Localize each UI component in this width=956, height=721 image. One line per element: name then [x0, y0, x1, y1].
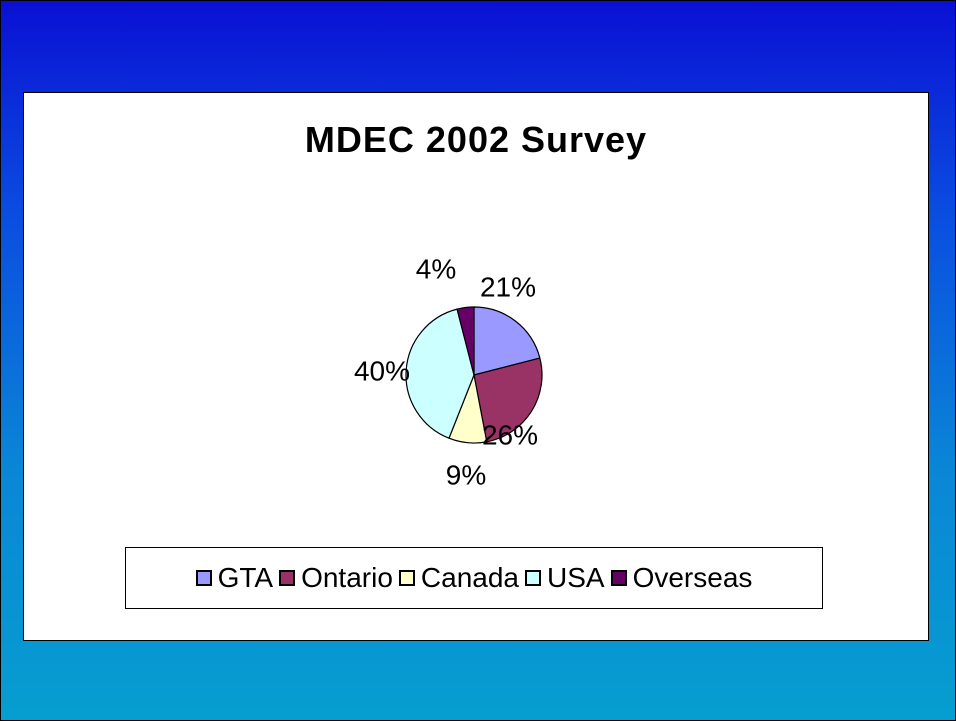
legend-swatch-ontario [279, 570, 296, 586]
legend-swatch-usa [525, 570, 541, 586]
pie-chart: 21% 26% 9% 40% 4% [354, 253, 543, 490]
pie-slice-overseas [456, 306, 475, 376]
legend-label-gta: GTA [217, 562, 274, 593]
chart-panel: MDEC 2002 Survey 21% 26% 9% 40% 4% GTA Ontari… [23, 92, 929, 641]
pie-slice-usa [405, 308, 475, 440]
pie-data-labels: 21% 26% 9% 40% 4% [354, 253, 538, 490]
pie-slice-gta [473, 306, 541, 376]
data-label-usa: 40% [354, 355, 410, 386]
legend-item-gta: GTA [195, 562, 274, 594]
data-label-canada: 9% [446, 459, 486, 490]
legend-label-ontario: Ontario [301, 562, 393, 593]
legend-swatch-canada [398, 570, 415, 586]
legend-item-canada: Canada [398, 562, 519, 594]
data-label-gta: 21% [480, 271, 536, 302]
legend-swatch-overseas [610, 570, 627, 586]
legend-item-overseas: Overseas [610, 562, 753, 594]
chart-legend: GTA Ontario Canada USA Overseas [125, 547, 823, 609]
legend-swatch-gta [195, 570, 212, 586]
legend-label-canada: Canada [420, 562, 519, 593]
data-label-ontario: 26% [482, 419, 538, 450]
pie-slices [405, 306, 543, 444]
legend-label-usa: USA [547, 562, 605, 593]
pie-slice-ontario [473, 357, 543, 443]
legend-item-usa: USA [525, 562, 605, 594]
data-label-overseas: 4% [416, 253, 456, 284]
legend-label-overseas: Overseas [632, 562, 753, 593]
chart-title: MDEC 2002 Survey [304, 119, 648, 160]
legend-item-ontario: Ontario [279, 562, 393, 594]
